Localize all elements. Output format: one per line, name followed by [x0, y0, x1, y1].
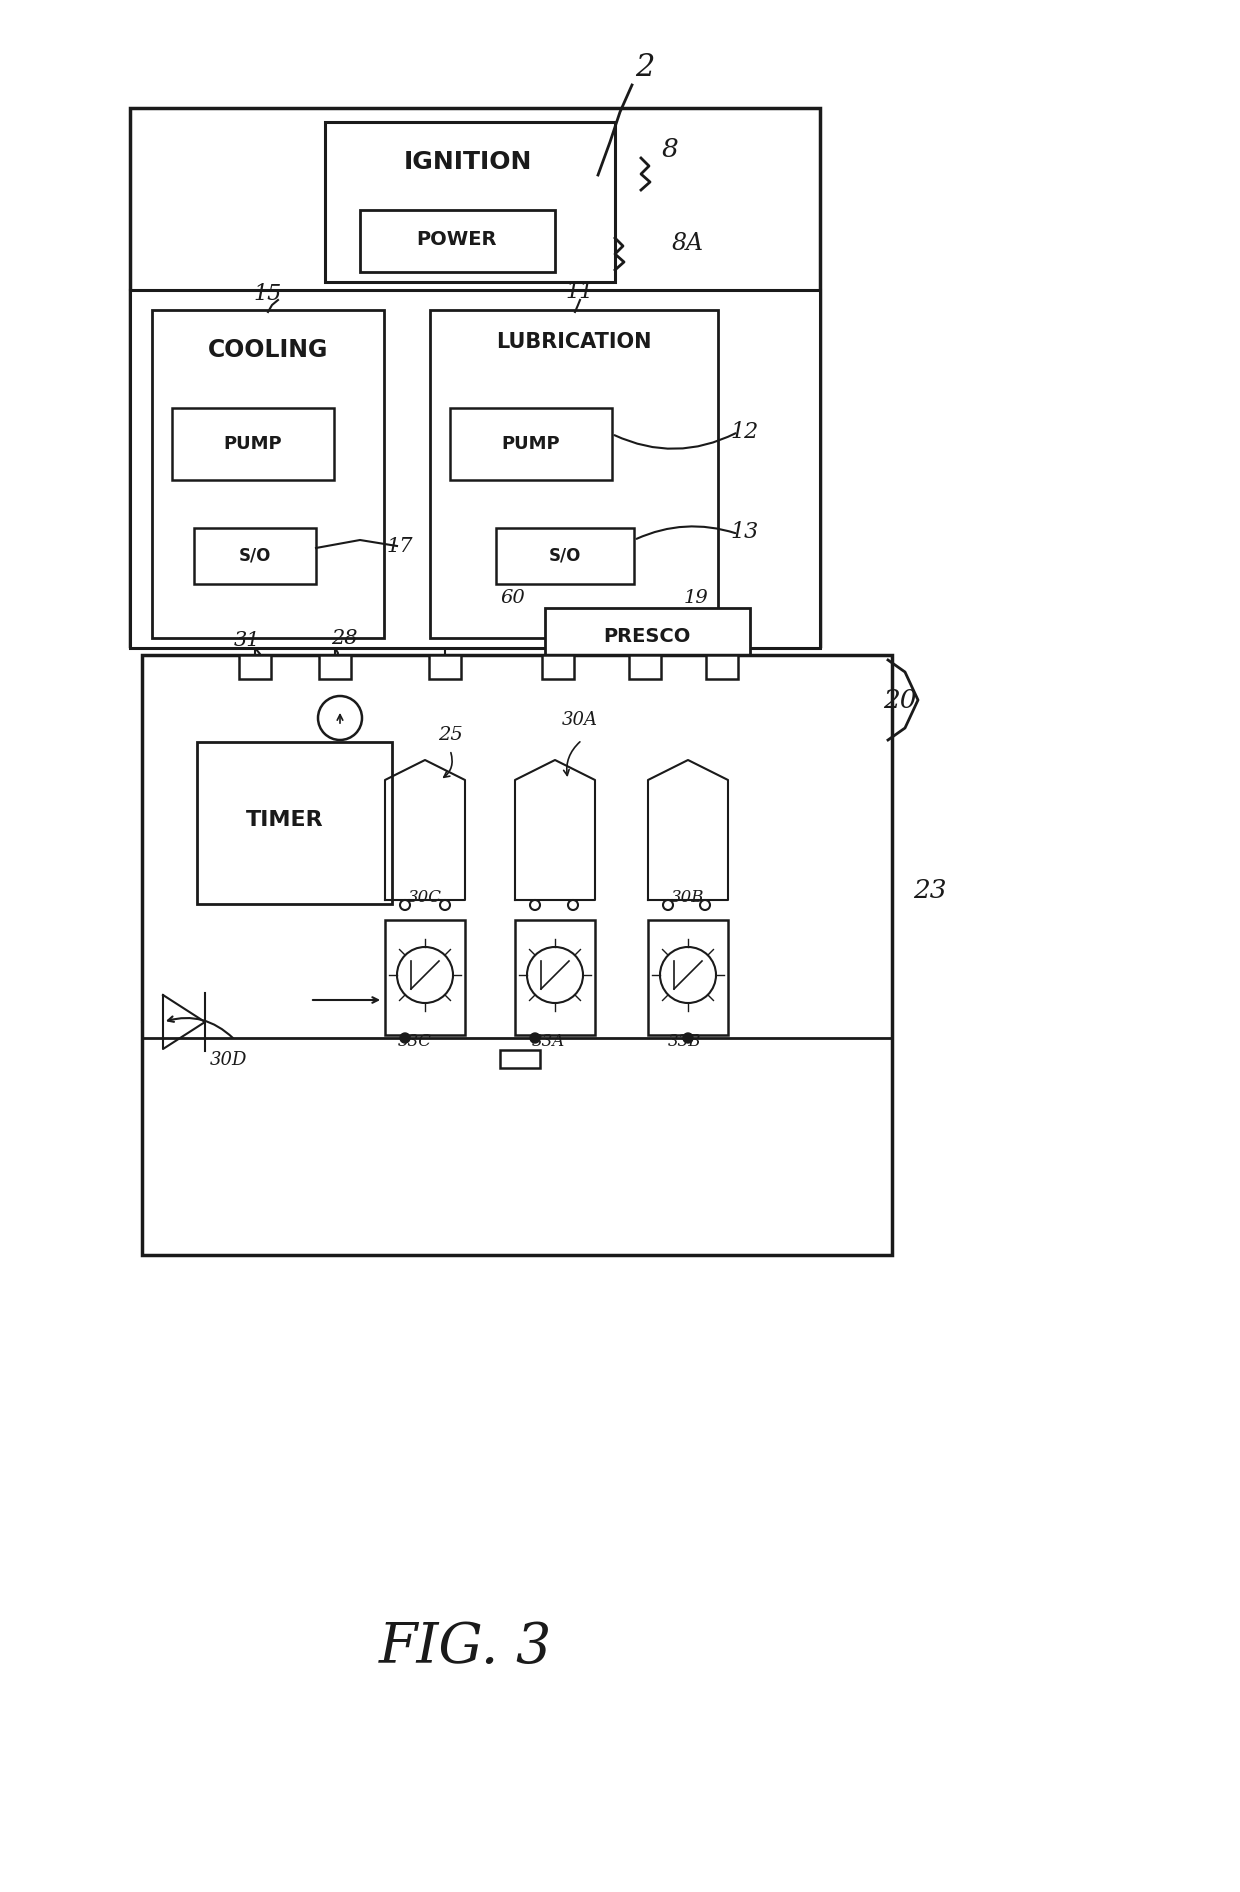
Bar: [629, 655, 661, 679]
Bar: [360, 210, 556, 272]
Bar: [542, 655, 574, 679]
Bar: [319, 655, 351, 679]
Text: 11: 11: [565, 282, 594, 303]
Text: FIG. 3: FIG. 3: [378, 1621, 552, 1674]
Bar: [143, 655, 892, 1254]
Text: 8A: 8A: [672, 233, 704, 255]
Circle shape: [440, 901, 450, 910]
Text: COOLING: COOLING: [208, 339, 329, 361]
Bar: [500, 1050, 539, 1067]
Circle shape: [401, 1033, 410, 1042]
Circle shape: [529, 1033, 539, 1042]
Text: 30B: 30B: [671, 889, 704, 906]
Text: 23: 23: [913, 878, 947, 902]
Circle shape: [568, 901, 578, 910]
Text: PUMP: PUMP: [502, 435, 560, 452]
Circle shape: [663, 901, 673, 910]
Text: 33B: 33B: [668, 1033, 702, 1050]
Circle shape: [401, 901, 410, 910]
Text: 33A: 33A: [532, 1033, 564, 1050]
Bar: [706, 655, 738, 679]
Text: 60: 60: [501, 588, 526, 607]
Text: 17: 17: [387, 537, 413, 556]
Text: 33C: 33C: [398, 1033, 432, 1050]
Text: 25: 25: [438, 727, 463, 744]
Bar: [130, 108, 820, 645]
Text: 28: 28: [331, 628, 357, 647]
Text: 19: 19: [683, 588, 708, 607]
Bar: [239, 655, 272, 679]
Bar: [325, 121, 615, 282]
Bar: [546, 607, 750, 662]
Circle shape: [529, 901, 539, 910]
Bar: [430, 310, 718, 638]
Bar: [197, 742, 392, 904]
Bar: [429, 655, 461, 679]
Text: TIMER: TIMER: [247, 810, 324, 831]
Text: 20: 20: [883, 687, 916, 713]
Bar: [384, 920, 465, 1035]
Text: 8: 8: [662, 138, 678, 163]
Bar: [450, 409, 613, 481]
Bar: [515, 920, 595, 1035]
Bar: [172, 409, 334, 481]
Text: POWER: POWER: [417, 231, 497, 250]
Text: 13: 13: [730, 520, 759, 543]
Text: 30A: 30A: [562, 711, 598, 728]
Bar: [153, 310, 384, 638]
Bar: [649, 920, 728, 1035]
Text: LUBRICATION: LUBRICATION: [496, 331, 652, 352]
Text: 30D: 30D: [210, 1050, 247, 1069]
Text: S/O: S/O: [549, 547, 582, 566]
Text: IGNITION: IGNITION: [404, 149, 532, 174]
Circle shape: [683, 1033, 693, 1042]
Text: 15: 15: [254, 284, 283, 305]
Text: PRESCO: PRESCO: [604, 626, 691, 645]
Text: 30C: 30C: [408, 889, 441, 906]
Text: 2: 2: [635, 53, 655, 83]
Text: 31: 31: [234, 630, 260, 649]
Text: 12: 12: [730, 422, 759, 443]
Bar: [193, 528, 316, 585]
Bar: [130, 289, 820, 647]
Bar: [496, 528, 634, 585]
Text: S/O: S/O: [239, 547, 272, 566]
Circle shape: [701, 901, 711, 910]
Text: PUMP: PUMP: [223, 435, 283, 452]
